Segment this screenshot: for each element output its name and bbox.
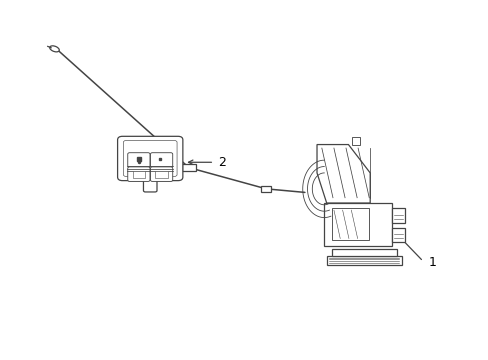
FancyBboxPatch shape [324,203,391,246]
FancyBboxPatch shape [127,167,150,181]
FancyBboxPatch shape [117,136,183,181]
FancyBboxPatch shape [143,174,157,192]
FancyBboxPatch shape [391,228,405,242]
FancyBboxPatch shape [155,171,167,177]
FancyBboxPatch shape [181,164,196,171]
FancyBboxPatch shape [132,171,145,177]
FancyBboxPatch shape [391,208,405,222]
Polygon shape [316,145,369,203]
Text: 1: 1 [427,256,435,269]
FancyBboxPatch shape [326,256,401,265]
FancyBboxPatch shape [123,140,177,176]
FancyBboxPatch shape [331,208,368,240]
FancyBboxPatch shape [150,167,172,181]
FancyBboxPatch shape [150,153,172,167]
FancyBboxPatch shape [331,249,396,256]
FancyBboxPatch shape [127,153,150,167]
Text: 2: 2 [217,156,225,169]
FancyBboxPatch shape [261,186,270,192]
FancyBboxPatch shape [351,138,359,145]
Ellipse shape [50,46,59,52]
